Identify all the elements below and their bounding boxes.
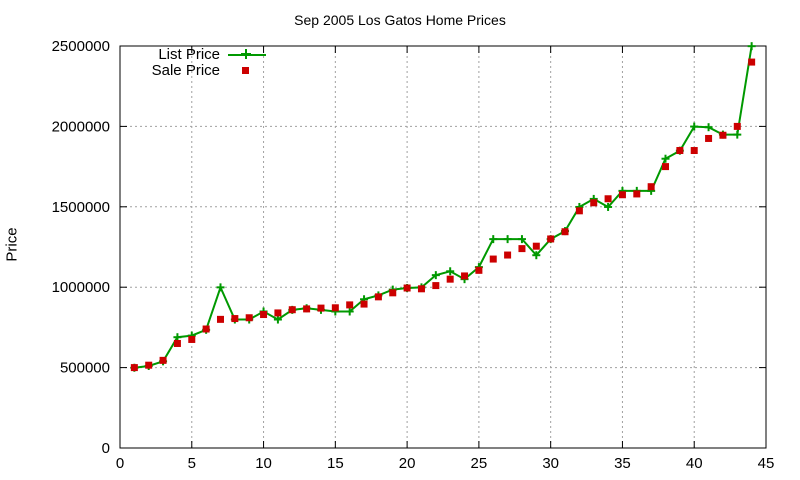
x-tick-label: 20: [399, 455, 416, 472]
sale-price-point: [317, 304, 325, 312]
sale-price-point: [145, 361, 153, 369]
x-tick-label: 10: [255, 455, 272, 472]
legend-item-list-price: List Price: [140, 46, 270, 63]
list-price-point: [216, 283, 225, 292]
list-price-point: [532, 251, 541, 260]
y-axis-label: Price: [3, 227, 21, 262]
series: [130, 42, 756, 372]
sale-price-point: [518, 245, 526, 253]
sale-price-point: [202, 325, 210, 333]
sale-price-point: [662, 163, 670, 171]
x-tick-label: 25: [471, 455, 488, 472]
x-tick-label: 0: [116, 455, 124, 472]
plot-border: [119, 45, 767, 449]
sale-price-point: [446, 275, 454, 283]
sale-price-point: [389, 289, 397, 297]
list-price-point: [690, 122, 699, 131]
legend: List Price Sale Price: [140, 46, 270, 79]
sale-price-point: [489, 255, 497, 263]
y-tick-label: 2500000: [52, 38, 110, 55]
y-tick-label: 500000: [60, 360, 110, 377]
legend-square-icon: [242, 67, 249, 74]
x-tick-label: 30: [542, 455, 559, 472]
sale-price-point: [532, 242, 540, 250]
list-price-point: [704, 123, 713, 132]
sale-price-point: [216, 315, 224, 323]
sale-price-point: [274, 309, 282, 317]
y-tick-label: 1000000: [52, 279, 110, 296]
sale-price-point: [676, 147, 684, 155]
sale-price-point: [575, 207, 583, 215]
sale-price-point: [231, 315, 239, 323]
sale-price-point: [245, 314, 253, 322]
list-price-point: [661, 154, 670, 163]
sale-price-point: [188, 335, 196, 343]
sale-price-point: [690, 147, 698, 155]
sale-price-point: [461, 272, 469, 280]
list-price-point: [747, 42, 756, 51]
legend-plus-icon: [241, 49, 251, 59]
x-tick-label: 40: [686, 455, 703, 472]
list-price-point: [345, 307, 354, 316]
sale-price-point: [719, 131, 727, 139]
sale-price-point: [604, 195, 612, 203]
x-tick-label: 5: [188, 455, 196, 472]
sale-price-point: [417, 285, 425, 293]
sale-price-point: [748, 58, 756, 66]
list-price-point: [733, 130, 742, 139]
sale-price-point: [590, 199, 598, 207]
list-price-point: [503, 235, 512, 244]
x-tick-label: 15: [327, 455, 344, 472]
grid: [120, 46, 766, 448]
sale-price-point: [159, 356, 167, 364]
y-tick-label: 1500000: [52, 199, 110, 216]
sale-price-point: [705, 134, 713, 142]
list-price-point: [431, 271, 440, 280]
legend-label-sale-price: Sale Price: [151, 62, 220, 79]
x-tick-label: 35: [614, 455, 631, 472]
sale-price-point: [475, 266, 483, 274]
sale-price-point: [432, 282, 440, 290]
legend-item-sale-price: Sale Price: [140, 62, 270, 79]
sale-price-point: [561, 228, 569, 236]
sale-price-point: [260, 311, 268, 319]
sale-price-point: [303, 305, 311, 313]
list-price-point: [446, 267, 455, 276]
sale-price-point: [130, 364, 138, 372]
sale-price-point: [733, 122, 741, 130]
sale-price-point: [331, 304, 339, 312]
sale-price-point: [288, 306, 296, 314]
axis-ticks: 0 500000 1000000 1500000 2000000 2500000 0 5 10 1…: [52, 38, 775, 472]
sale-price-point: [618, 191, 626, 199]
sale-price-point: [360, 300, 368, 308]
sale-price-point: [173, 339, 181, 347]
list-price-point: [273, 315, 282, 324]
y-tick-label: 2000000: [52, 118, 110, 135]
sale-price-point: [346, 301, 354, 309]
sale-price-point: [403, 284, 411, 292]
list-price-point: [604, 202, 613, 211]
sale-price-point: [647, 183, 655, 191]
sale-price-point: [633, 190, 641, 198]
sale-price-point: [374, 293, 382, 301]
sale-price-point: [547, 235, 555, 243]
legend-label-list-price: List Price: [158, 46, 220, 63]
x-tick-label: 45: [758, 455, 775, 472]
list-price-point: [489, 235, 498, 244]
sale-price-point: [504, 251, 512, 259]
list-price-point: [173, 333, 182, 342]
list-price-point: [517, 235, 526, 244]
y-tick-label: 0: [102, 440, 110, 457]
chart-title: Sep 2005 Los Gatos Home Prices: [294, 12, 506, 28]
